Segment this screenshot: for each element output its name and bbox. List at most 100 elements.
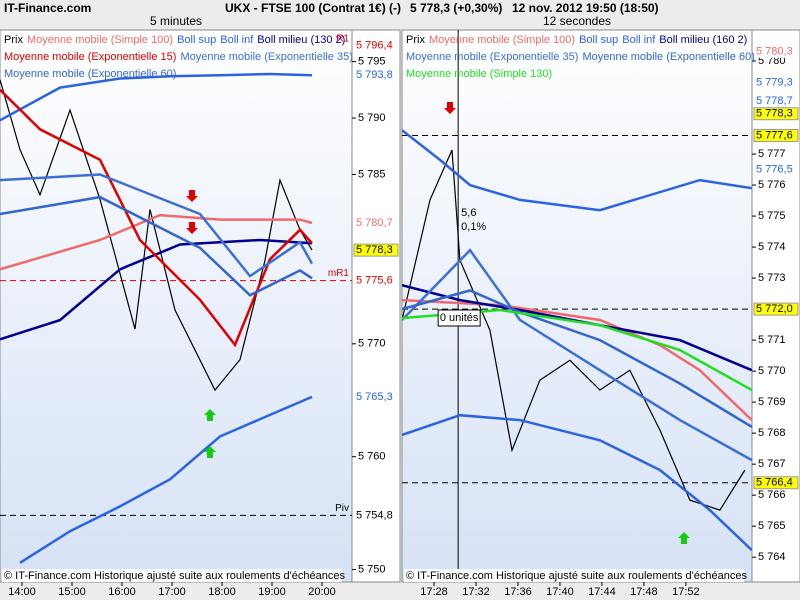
- y-tick-label: 5 769: [758, 396, 786, 408]
- level-box: [354, 509, 398, 522]
- x-tick-label: 20:00: [308, 586, 336, 598]
- legend-entry: Moyenne mobile (Exponentielle 35): [180, 51, 352, 63]
- level-label: 5 776,5: [756, 163, 793, 175]
- x-tick-label: 16:00: [108, 586, 136, 598]
- series-line: [0, 79, 313, 392]
- plot-area: [0, 29, 353, 583]
- level-tag: R1: [336, 33, 349, 44]
- axis-area: [351, 29, 401, 583]
- level-box: [354, 39, 398, 52]
- x-tick-label: 14:00: [8, 586, 36, 598]
- panel-title: 5 minutes: [150, 14, 202, 28]
- legend-entry: Moyenne mobile (Exponentielle 60): [582, 51, 754, 63]
- annotation: 0,1%: [461, 221, 486, 233]
- plot-layer: [402, 30, 752, 582]
- level-box: [753, 302, 799, 316]
- footer: © IT-Finance.com Historique ajusté suite…: [406, 570, 747, 582]
- legend-entry: Moyenne mobile (Exponentielle 35): [406, 51, 578, 63]
- x-tick-label: 17:44: [588, 586, 616, 598]
- arrow: [204, 446, 216, 458]
- y-tick-label: 5 750: [358, 563, 386, 575]
- annotation-box: [437, 309, 481, 327]
- y-tick-label: 5 760: [358, 451, 386, 463]
- y-tick-label: 5 766: [758, 489, 786, 501]
- level-tag: mR1: [328, 268, 350, 279]
- y-tick-label: 5 795: [358, 56, 386, 68]
- y-tick-label: 5 767: [758, 458, 786, 470]
- level-box: [354, 217, 398, 230]
- legend-entry: Moyenne mobile (Simple 100): [429, 34, 575, 46]
- legend-entry: Boll milieu (160 2): [659, 34, 747, 46]
- panel-title: 12 secondes: [543, 14, 611, 28]
- level-box: [354, 390, 398, 403]
- quote: 5 778,3 (+0,30%): [410, 1, 502, 15]
- legend-entry: Prix: [4, 34, 23, 46]
- level-label: 5 779,3: [756, 77, 793, 89]
- x-tick-label: 17:48: [630, 586, 658, 598]
- level-box: [753, 107, 799, 121]
- x-tick-label: 17:00: [158, 586, 186, 598]
- level-box: [754, 45, 798, 58]
- level-label: 5 777,6: [756, 129, 793, 141]
- series-line: [19, 395, 313, 564]
- x-tick-label: 17:32: [462, 586, 490, 598]
- footer: © IT-Finance.com Historique ajusté suite…: [4, 570, 345, 582]
- legend-entry: Boll sup: [177, 34, 216, 46]
- y-tick-label: 5 773: [758, 272, 786, 284]
- level-label: 5 778,3: [756, 108, 793, 120]
- level-label: 5 754,8: [356, 509, 393, 521]
- level-label: 5 796,4: [356, 40, 393, 52]
- series-line: [402, 129, 752, 212]
- series-line: [402, 149, 746, 511]
- legend-entry: Boll inf: [220, 34, 254, 46]
- level-box: [754, 163, 798, 176]
- annotation: 0 unités: [440, 312, 479, 324]
- series-line: [402, 248, 752, 462]
- footer-box: [2, 569, 342, 582]
- legend-entry: Boll milieu (130 2): [257, 34, 345, 46]
- y-tick-label: 5 770: [358, 338, 386, 350]
- legend-entry: Moyenne mobile (Simple 100): [27, 34, 173, 46]
- footer-box: [404, 569, 744, 582]
- level-box: [754, 76, 798, 89]
- level-box: [354, 274, 398, 287]
- plot-area: [401, 29, 753, 583]
- y-tick-label: 5 771: [758, 334, 786, 346]
- level-label: 5 793,8: [356, 69, 393, 81]
- x-tick-label: 17:28: [420, 586, 448, 598]
- y-tick-label: 5 770: [758, 365, 786, 377]
- level-tag: Piv: [335, 503, 349, 514]
- series-line: [0, 88, 313, 348]
- arrow: [204, 409, 216, 421]
- y-tick-label: 5 775: [758, 210, 786, 222]
- site-name: IT-Finance.com: [4, 1, 91, 15]
- y-tick-label: 5 776: [758, 179, 786, 191]
- x-tick-label: 15:00: [58, 586, 86, 598]
- x-tick-label: 17:36: [504, 586, 532, 598]
- level-label: 5 766,4: [756, 477, 793, 489]
- y-tick-label: 5 774: [758, 241, 786, 253]
- y-tick-label: 5 764: [758, 551, 786, 563]
- level-box: [753, 476, 799, 490]
- annotation: 5,6: [461, 207, 476, 219]
- y-tick-label: 5 780: [758, 55, 786, 67]
- level-label: 5 775,6: [356, 275, 393, 287]
- legend-entry: Boll inf: [622, 34, 656, 46]
- legend-entry: Boll sup: [579, 34, 618, 46]
- x-tick-label: 19:00: [258, 586, 286, 598]
- series-line: [0, 173, 314, 278]
- date: 12 nov. 2012 19:50 (18:50): [512, 1, 659, 15]
- instrument: UKX - FTSE 100 (Contrat 1€) (-): [225, 1, 401, 15]
- level-label: 5 772,0: [756, 303, 793, 315]
- level-label: 5 778,7: [756, 95, 793, 107]
- series-line: [0, 72, 313, 122]
- arrow: [678, 532, 690, 544]
- y-tick-label: 5 790: [358, 112, 386, 124]
- level-label: 5 780,7: [356, 217, 393, 229]
- series-line: [402, 283, 752, 372]
- level-label: 5 778,3: [356, 244, 393, 256]
- arrow: [444, 102, 456, 114]
- series-line: [0, 238, 313, 341]
- level-box: [353, 243, 399, 257]
